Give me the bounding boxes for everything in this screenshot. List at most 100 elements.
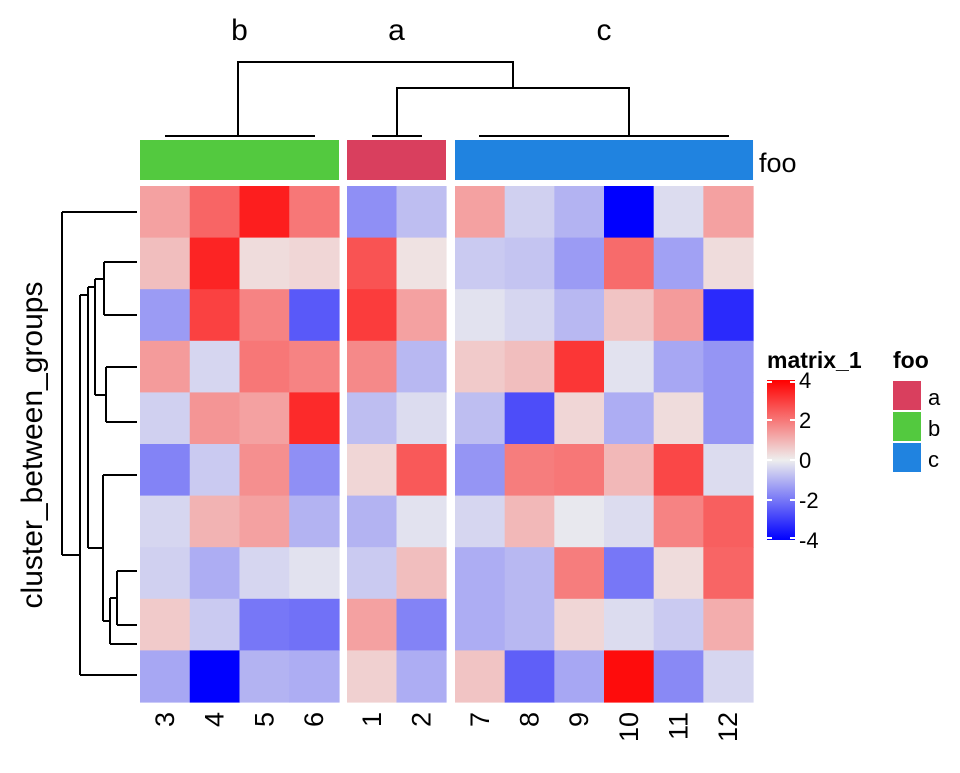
heatmap-cell: [189, 598, 241, 651]
heatmap-cell: [504, 444, 555, 497]
heatmap-cell: [239, 289, 290, 342]
heatmap-cell: [604, 598, 655, 651]
heatmap-cell: [239, 547, 290, 600]
column-label: 9: [564, 712, 594, 727]
heatmap-cell: [703, 650, 754, 703]
slice-title-a: a: [388, 14, 405, 47]
column-label: 10: [614, 712, 644, 742]
heatmap-cell: [455, 650, 506, 703]
heatmap-cell: [396, 237, 447, 290]
heatmap-cell: [140, 289, 191, 342]
heatmap-cell: [347, 289, 398, 342]
heatmap-cell: [396, 186, 447, 239]
heatmap-cell: [455, 289, 506, 342]
heatmap-cell: [703, 547, 754, 600]
heatmap-cell: [347, 547, 398, 600]
heatmap-cell: [289, 547, 340, 600]
heatmap-cell: [554, 237, 605, 290]
column-label: 8: [515, 712, 545, 727]
column-dendrogram-link: [237, 61, 514, 136]
column-dendrogram: [165, 61, 729, 137]
annotation-legend-items: abc: [893, 381, 941, 472]
color-legend-tick-label: 2: [799, 408, 811, 433]
annotation-cell-b: [140, 140, 339, 180]
annotation-legend-label: b: [928, 416, 940, 441]
row-title: cluster_between_groups: [16, 282, 49, 609]
annotation-legend-title: foo: [893, 347, 929, 373]
heatmap-cell: [396, 444, 447, 497]
heatmap-cell: [455, 186, 506, 239]
heatmap-cell: [554, 547, 605, 600]
heatmap-cell: [289, 495, 340, 548]
column-label: 4: [200, 712, 230, 727]
heatmap-cell: [455, 237, 506, 290]
heatmap-cell: [289, 392, 340, 445]
heatmap-cell: [703, 495, 754, 548]
heatmap-cell: [189, 495, 241, 548]
column-label: 1: [357, 712, 387, 727]
heatmap-cell: [140, 237, 191, 290]
heatmap-cell: [703, 340, 754, 393]
heatmap-cell: [239, 186, 290, 239]
heatmap-cell: [239, 392, 290, 445]
heatmap-cell: [455, 598, 506, 651]
annotation-legend: foo abc: [893, 347, 941, 472]
heatmap-cell: [347, 237, 398, 290]
heatmap-cell: [189, 340, 241, 393]
heatmap-cell: [653, 547, 704, 600]
heatmap-cell: [653, 392, 704, 445]
heatmap-cell: [289, 598, 340, 651]
heatmap-cell: [554, 650, 605, 703]
heatmap-cell: [653, 237, 704, 290]
row-dendrogram: [61, 211, 137, 676]
heatmap-cell: [140, 650, 191, 703]
color-legend-tick-label: 0: [799, 448, 811, 473]
heatmap-cell: [140, 547, 191, 600]
heatmap-cell: [347, 495, 398, 548]
heatmap-cell: [239, 495, 290, 548]
heatmap-cell: [189, 650, 241, 703]
heatmap-cell: [504, 598, 555, 651]
annotation-legend-label: c: [928, 447, 939, 472]
heatmap-cell: [504, 340, 555, 393]
color-legend-ticks: 4 2 0 -2 -4: [767, 368, 819, 553]
slice-title-b: b: [231, 14, 248, 47]
heatmap-cell: [504, 495, 555, 548]
column-label: 11: [664, 712, 694, 740]
heatmap-cell: [554, 495, 605, 548]
heatmap-cell: [455, 547, 506, 600]
color-legend-tick-label: -2: [799, 488, 819, 513]
heatmap-cell: [554, 186, 605, 239]
annotation-legend-swatch-c: [893, 443, 921, 472]
heatmap-cell: [189, 237, 241, 290]
heatmap-cell: [396, 650, 447, 703]
heatmap-cell: [504, 237, 555, 290]
heatmap-cell: [653, 289, 704, 342]
heatmap-cell: [189, 392, 241, 445]
heatmap-cell: [140, 340, 191, 393]
heatmap-cell: [604, 340, 655, 393]
column-label: 12: [713, 712, 743, 742]
heatmap-cell: [604, 392, 655, 445]
column-label: 3: [150, 712, 180, 727]
heatmap-cell: [653, 186, 704, 239]
heatmap-cell: [554, 392, 605, 445]
heatmap-cells: [140, 186, 754, 703]
column-label: 2: [406, 712, 436, 727]
heatmap-cell: [189, 547, 241, 600]
annotation-cell-c: [455, 140, 754, 180]
heatmap-cell: [289, 340, 340, 393]
column-label: 5: [249, 712, 279, 727]
heatmap-cell: [239, 444, 290, 497]
heatmap-cell: [554, 340, 605, 393]
color-legend-tick-label: 4: [799, 368, 811, 393]
heatmap-cell: [239, 598, 290, 651]
heatmap-cell: [347, 598, 398, 651]
heatmap-cell: [396, 392, 447, 445]
column-label: 7: [465, 712, 495, 727]
heatmap-cell: [289, 444, 340, 497]
heatmap-cell: [347, 186, 398, 239]
